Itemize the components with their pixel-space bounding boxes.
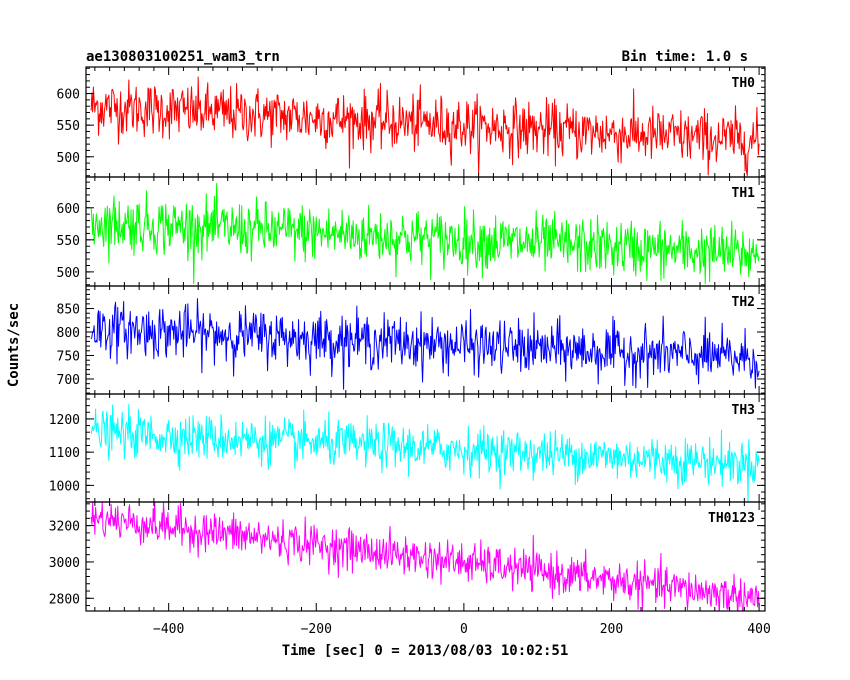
y-tick-label: 3000: [49, 556, 80, 571]
y-tick-label: 550: [57, 119, 80, 134]
panel-th2: 700 750 800 850 TH2: [57, 285, 766, 395]
panel-th1: 500 550 600 TH1: [57, 176, 766, 287]
y-tick-label: 1100: [49, 446, 80, 461]
x-axis-label: Time [sec] 0 = 2013/08/03 10:02:51: [282, 643, 569, 659]
chart-title-left: ae130803100251_wam3_trn: [86, 49, 280, 65]
panel-frame-th0123: [85, 501, 766, 612]
panel-label-th0123: TH0123: [708, 511, 755, 526]
y-tick-label: 3200: [49, 520, 80, 535]
panel-th3: 1000 1100 1200 TH3: [49, 393, 766, 503]
panels-group: 500 550 600 TH0 500 550 600 TH1 700 750 800 850 TH2 1…: [49, 66, 766, 612]
y-tick-label: 600: [57, 88, 80, 103]
y-tick-label: 750: [57, 349, 80, 364]
y-axis-label: Counts/sec: [6, 303, 22, 387]
y-tick-label: 800: [57, 326, 80, 341]
series-line-th1: [90, 183, 760, 285]
y-tick-label: 500: [57, 151, 80, 166]
y-tick-label: 600: [57, 202, 80, 217]
x-tick-label: 400: [747, 622, 770, 637]
x-tick-label: −200: [301, 622, 332, 637]
x-tick-label: 0: [460, 622, 468, 637]
y-tick-label: 1200: [49, 413, 80, 428]
y-tick-label: 700: [57, 373, 80, 388]
chart-title-right: Bin time: 1.0 s: [622, 49, 748, 65]
series-line-th0: [90, 76, 760, 177]
panel-th0123: 2800 3000 3200 TH0123: [49, 501, 766, 612]
y-tick-label: 1000: [49, 479, 80, 494]
panel-label-th0: TH0: [732, 76, 756, 91]
panel-label-th3: TH3: [732, 403, 755, 418]
y-tick-label: 850: [57, 303, 80, 318]
panel-label-th2: TH2: [732, 295, 755, 310]
x-axis: −400 −200 0 200 400: [153, 622, 771, 637]
series-line-th2: [90, 298, 760, 390]
y-tick-label: 2800: [49, 592, 80, 607]
x-tick-label: 200: [600, 622, 623, 637]
series-line-th0123: [90, 502, 760, 611]
y-tick-label: 550: [57, 234, 80, 249]
y-tick-label: 500: [57, 266, 80, 281]
x-tick-label: −400: [153, 622, 184, 637]
panel-th0: 500 550 600 TH0: [57, 66, 766, 178]
panel-label-th1: TH1: [732, 186, 756, 201]
series-line-th3: [90, 403, 760, 502]
